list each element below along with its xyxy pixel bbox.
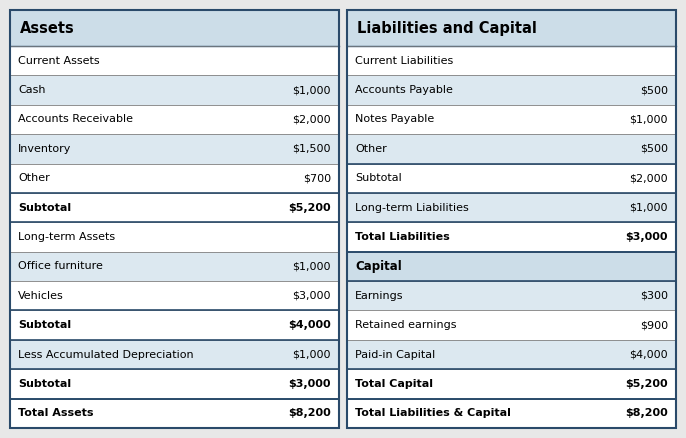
Bar bbox=[10, 252, 339, 281]
Text: Total Liabilities: Total Liabilities bbox=[355, 232, 450, 242]
Bar bbox=[347, 134, 676, 163]
Bar bbox=[347, 281, 676, 311]
Bar bbox=[347, 340, 676, 369]
Text: $3,000: $3,000 bbox=[292, 291, 331, 301]
Text: Total Liabilities & Capital: Total Liabilities & Capital bbox=[355, 408, 511, 418]
Bar bbox=[347, 10, 676, 428]
Bar bbox=[10, 105, 339, 134]
Text: Accounts Receivable: Accounts Receivable bbox=[18, 114, 133, 124]
Bar bbox=[347, 399, 676, 428]
Text: $1,000: $1,000 bbox=[292, 85, 331, 95]
Text: $300: $300 bbox=[640, 291, 668, 301]
Text: Long-term Assets: Long-term Assets bbox=[18, 232, 115, 242]
Text: Inventory: Inventory bbox=[18, 144, 71, 154]
Text: Long-term Liabilities: Long-term Liabilities bbox=[355, 203, 469, 212]
Text: $1,500: $1,500 bbox=[292, 144, 331, 154]
Text: $1,000: $1,000 bbox=[630, 114, 668, 124]
Text: Retained earnings: Retained earnings bbox=[355, 320, 456, 330]
Text: $4,000: $4,000 bbox=[629, 350, 668, 360]
Text: $2,000: $2,000 bbox=[629, 173, 668, 183]
Bar bbox=[347, 75, 676, 105]
Bar bbox=[10, 10, 339, 428]
Bar bbox=[347, 46, 676, 75]
Text: Subtotal: Subtotal bbox=[355, 173, 402, 183]
Bar bbox=[347, 105, 676, 134]
Text: Capital: Capital bbox=[355, 260, 402, 273]
Text: Current Liabilities: Current Liabilities bbox=[355, 56, 453, 66]
Bar bbox=[347, 193, 676, 223]
Bar bbox=[347, 369, 676, 399]
Bar bbox=[347, 10, 676, 46]
Text: Notes Payable: Notes Payable bbox=[355, 114, 434, 124]
Text: Earnings: Earnings bbox=[355, 291, 403, 301]
Bar bbox=[10, 340, 339, 369]
Text: $900: $900 bbox=[640, 320, 668, 330]
Text: Office furniture: Office furniture bbox=[18, 261, 103, 272]
Text: $1,000: $1,000 bbox=[630, 203, 668, 212]
Text: $8,200: $8,200 bbox=[625, 408, 668, 418]
Bar bbox=[10, 46, 339, 75]
Text: $500: $500 bbox=[640, 85, 668, 95]
Bar bbox=[347, 223, 676, 252]
Bar bbox=[347, 163, 676, 193]
Bar bbox=[10, 134, 339, 163]
Text: Vehicles: Vehicles bbox=[18, 291, 64, 301]
Bar bbox=[10, 193, 339, 223]
Bar bbox=[347, 311, 676, 340]
Text: Assets: Assets bbox=[20, 21, 75, 35]
Bar bbox=[10, 163, 339, 193]
Text: Cash: Cash bbox=[18, 85, 45, 95]
Text: $5,200: $5,200 bbox=[626, 379, 668, 389]
Text: Subtotal: Subtotal bbox=[18, 320, 71, 330]
Text: $8,200: $8,200 bbox=[288, 408, 331, 418]
Text: Less Accumulated Depreciation: Less Accumulated Depreciation bbox=[18, 350, 193, 360]
Text: $2,000: $2,000 bbox=[292, 114, 331, 124]
Text: Subtotal: Subtotal bbox=[18, 379, 71, 389]
Bar bbox=[10, 311, 339, 340]
Bar bbox=[10, 281, 339, 311]
Text: Other: Other bbox=[355, 144, 387, 154]
Text: Total Capital: Total Capital bbox=[355, 379, 433, 389]
Text: Current Assets: Current Assets bbox=[18, 56, 99, 66]
Text: $3,000: $3,000 bbox=[289, 379, 331, 389]
Text: $5,200: $5,200 bbox=[288, 203, 331, 212]
Text: $1,000: $1,000 bbox=[292, 350, 331, 360]
Text: $3,000: $3,000 bbox=[626, 232, 668, 242]
Bar bbox=[10, 75, 339, 105]
Text: $4,000: $4,000 bbox=[288, 320, 331, 330]
Text: Accounts Payable: Accounts Payable bbox=[355, 85, 453, 95]
Bar bbox=[10, 369, 339, 399]
Bar bbox=[347, 252, 676, 281]
Bar bbox=[10, 10, 339, 46]
Text: Total Assets: Total Assets bbox=[18, 408, 93, 418]
Bar bbox=[10, 399, 339, 428]
Text: Subtotal: Subtotal bbox=[18, 203, 71, 212]
Text: $500: $500 bbox=[640, 144, 668, 154]
Text: $1,000: $1,000 bbox=[292, 261, 331, 272]
Text: $700: $700 bbox=[303, 173, 331, 183]
Text: Liabilities and Capital: Liabilities and Capital bbox=[357, 21, 537, 35]
Text: Other: Other bbox=[18, 173, 50, 183]
Text: Paid-in Capital: Paid-in Capital bbox=[355, 350, 435, 360]
Bar bbox=[10, 223, 339, 252]
